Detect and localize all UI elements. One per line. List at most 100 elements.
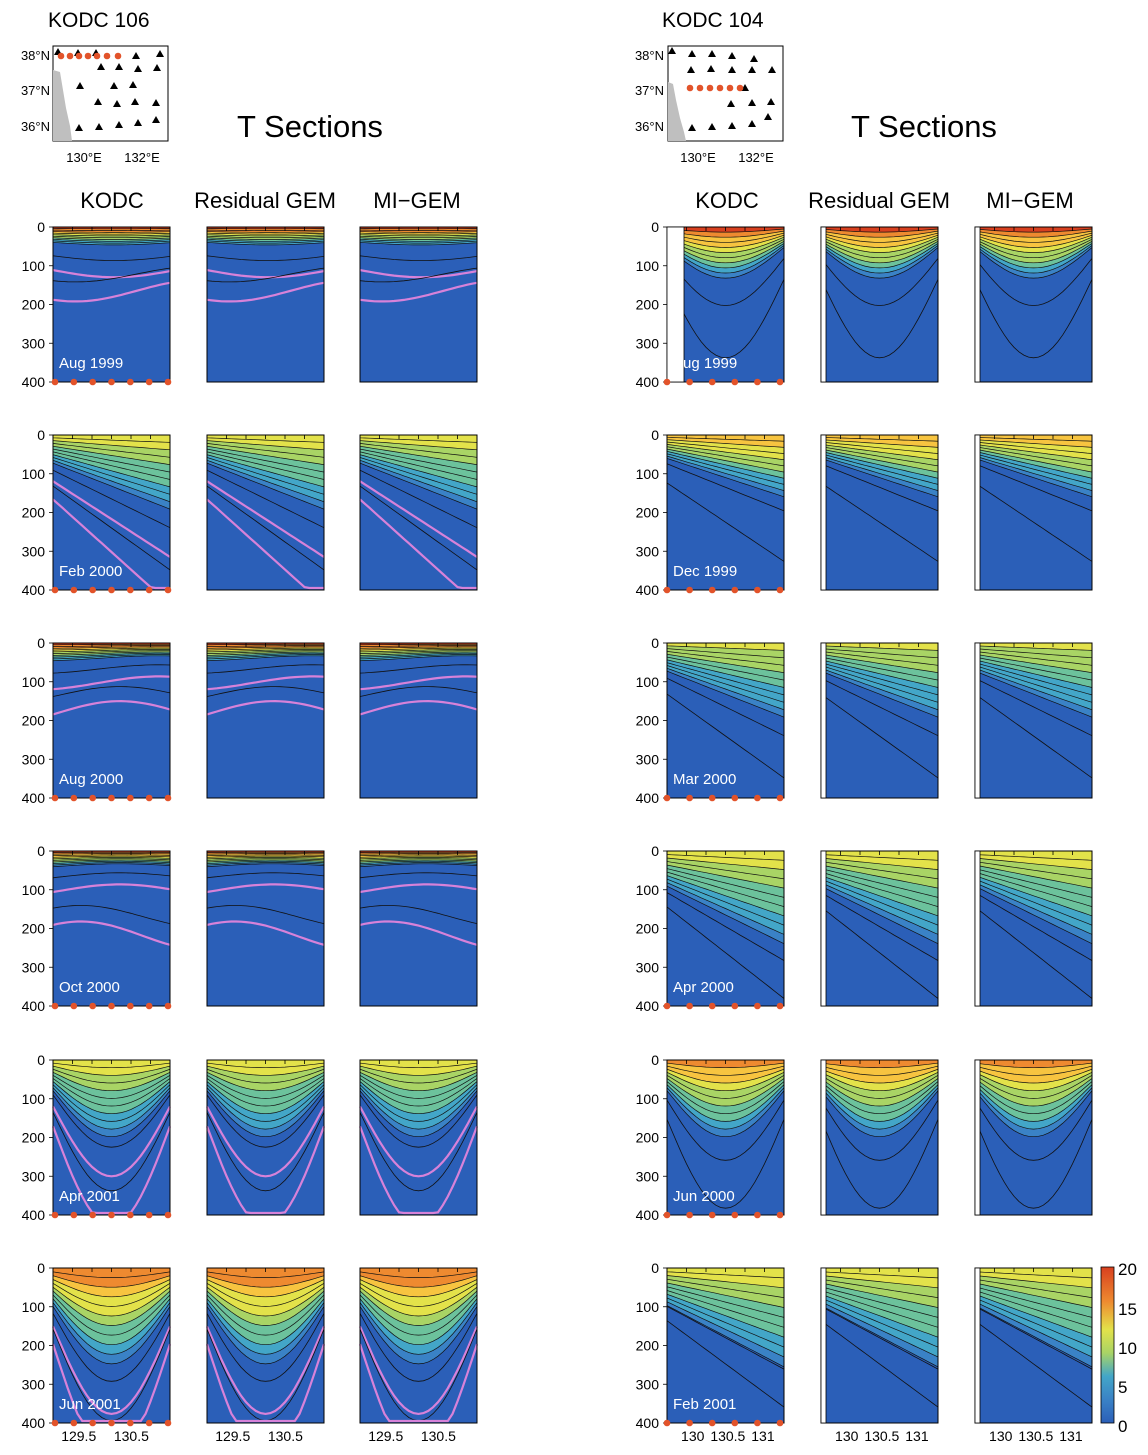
left-col0-xtick-130.5: 130.5 [114,1428,149,1444]
left-panel-3-1 [206,850,325,1007]
right-panel-1-2 [974,434,1093,591]
right-row5-date: Feb 2001 [673,1396,736,1413]
left-row1-station-dot [51,586,59,594]
right-station-title: KODC 104 [662,9,764,32]
left-row4-date: Apr 2001 [59,1188,120,1205]
right-map-lon-130: 130°E [680,150,716,165]
left-row0-ytick-400: 400 [22,374,46,390]
left-row0-ytick-100: 100 [22,258,46,274]
left-row0-ytick-0: 0 [37,219,45,235]
left-row2-station-dot [127,794,134,802]
right-row4-ytick-0: 0 [651,1052,659,1068]
right-row1-ytick-0: 0 [651,427,659,443]
left-col2-xtick-130.5: 130.5 [421,1428,456,1444]
left-panel-4-0 [51,1059,172,1216]
right-row5-ytick-100: 100 [636,1299,660,1315]
right-row1-station-dot [663,586,671,594]
right-col1-xtick-130: 130 [835,1428,859,1444]
left-row5-station-dot [89,1419,96,1427]
left-row1-ytick-200: 200 [22,505,46,521]
left-row3-ytick-300: 300 [22,959,46,975]
right-panel-2-0 [666,642,785,799]
left-row4-ytick-400: 400 [22,1207,46,1223]
right-col-mi-gem: MI−GEM [986,188,1073,213]
left-row1-ytick-400: 400 [22,582,46,598]
colorbar-tick-0: 0 [1118,1417,1127,1436]
left-row2-station-dot [70,794,78,802]
right-col1-xtick-131: 131 [905,1428,929,1444]
right-row5-ytick-200: 200 [636,1338,660,1354]
left-row5-ytick-200: 200 [22,1338,46,1354]
left-row1-ytick-0: 0 [37,427,45,443]
left-panel-2-1 [206,642,325,799]
right-row2-ytick-400: 400 [636,790,660,806]
left-row3-station-dot [127,1002,134,1010]
left-panel-0-0 [52,226,171,383]
right-row2-date: Mar 2000 [673,771,736,788]
right-row3-ytick-400: 400 [636,998,660,1014]
left-row5-station-dot [164,1419,172,1427]
left-row1-ytick-100: 100 [22,466,46,482]
left-row2-station-dot [89,794,96,802]
left-panel-1-2 [359,434,478,591]
left-row1-station-dot [145,586,153,594]
right-row4-station-dot [754,1211,761,1219]
left-row4-station-dot [89,1211,96,1219]
right-row0-station-dot [708,378,716,386]
left-row4-station-dot [51,1211,59,1219]
right-row1-station-dot [708,586,716,594]
right-panel-1-0 [666,434,785,591]
right-row3-station-dot [754,1002,761,1010]
left-row5-station-dot [145,1419,153,1427]
left-row5-ytick-100: 100 [22,1299,46,1315]
right-row3-station-dot [731,1002,739,1010]
colorbar-tick-10: 10 [1118,1339,1137,1358]
right-row5-station-dot [663,1419,671,1427]
right-row2-station-dot [731,794,739,802]
left-row5-station-dot [127,1419,134,1427]
left-panel-5-0 [51,1267,172,1424]
left-row5-date: Jun 2001 [59,1396,121,1413]
right-row1-station-dot [686,586,693,594]
right-row4-station-dot [731,1211,739,1219]
left-row3-station-dot [108,1002,115,1010]
right-col2-xtick-130.5: 130.5 [1018,1428,1053,1444]
right-panel-0-2 [974,226,1093,383]
left-panel-0-2 [359,226,478,383]
left-map-lat-38: 38°N [21,48,50,63]
left-row4-station-dot [108,1211,115,1219]
right-row0-station-dot [754,378,761,386]
left-row0-station-dot [108,378,115,386]
left-row2-station-dot [108,794,115,802]
right-row5-ytick-0: 0 [651,1260,659,1276]
left-panel-1-0 [52,434,171,591]
right-panel-0-1 [820,226,939,383]
left-row4-ytick-0: 0 [37,1052,45,1068]
right-map-lat-37: 37°N [635,83,664,98]
left-row1-station-dot [89,586,96,594]
right-row5-ytick-400: 400 [636,1415,660,1431]
left-panel-2-2 [359,642,478,799]
left-map-lat-36: 36°N [21,119,50,134]
right-panel-5-0 [666,1267,785,1424]
left-row3-station-dot [164,1002,172,1010]
left-row0-station-dot [164,378,172,386]
left-panel-2-0 [52,642,171,799]
section-panels: 0 100 200 300 400 Aug 1999 0 100 200 300 400 Feb 20… [22,219,1093,1444]
right-col0-xtick-131: 131 [751,1428,775,1444]
right-col0-xtick-130.5: 130.5 [710,1428,745,1444]
left-row2-ytick-200: 200 [22,713,46,729]
right-row2-ytick-100: 100 [636,674,660,690]
right-map-lat-38: 38°N [635,48,664,63]
left-map-lon-132: 132°E [124,150,160,165]
left-col1-xtick-130.5: 130.5 [268,1428,303,1444]
right-row4-station-dot [776,1211,784,1219]
right-row4-date: Jun 2000 [673,1188,735,1205]
right-col1-xtick-130.5: 130.5 [864,1428,899,1444]
right-row0-station-dot [776,378,784,386]
left-row1-station-dot [164,586,172,594]
left-panel-3-2 [359,850,478,1007]
left-row1-ytick-300: 300 [22,543,46,559]
colorbar: 20 15 10 5 0 [1100,1260,1137,1436]
